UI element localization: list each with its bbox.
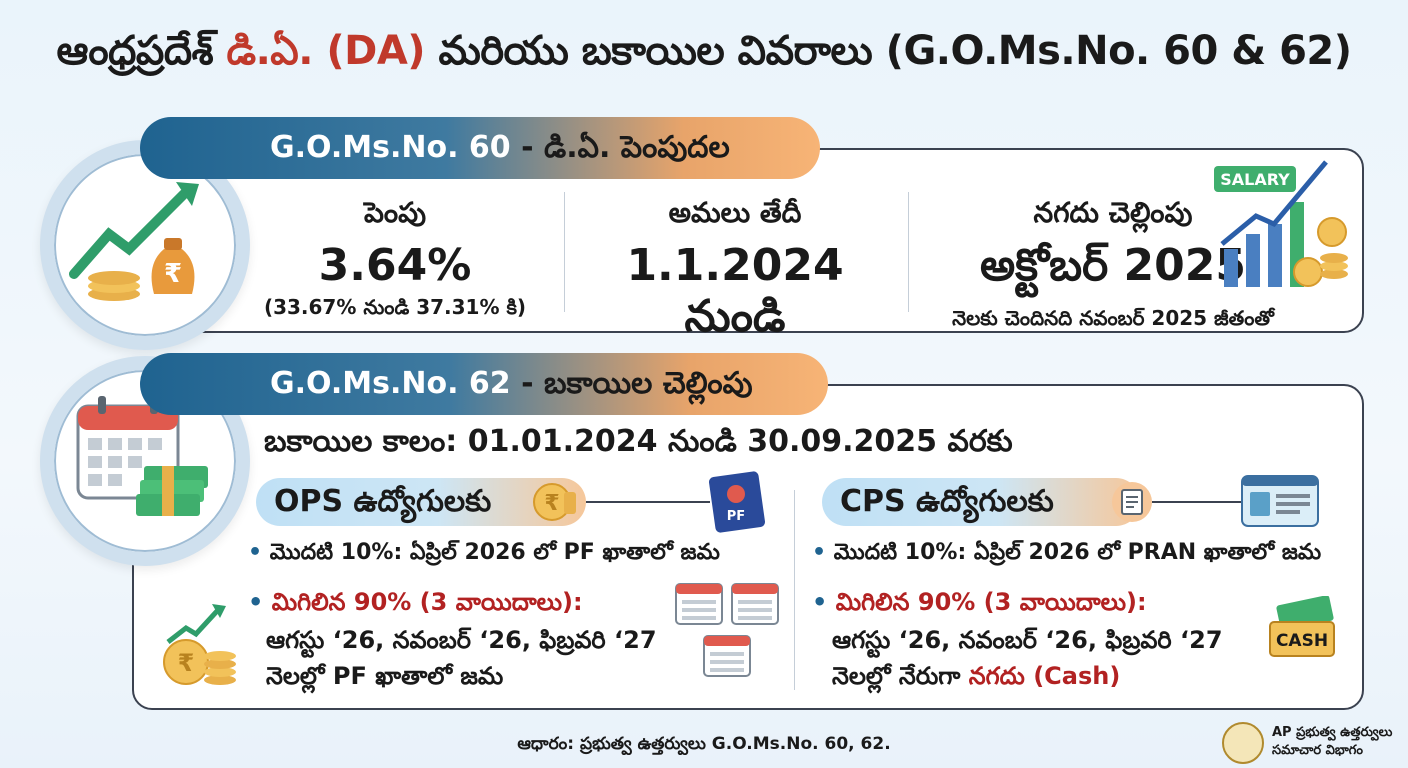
cps-rest-bullet: • మిగిలిన 90% (3 వాయిదాలు): — [812, 588, 1147, 622]
title-da: డి.ఏ. (DA) — [226, 28, 426, 74]
ops-pill: OPS ఉద్యోగులకు — [256, 478, 586, 526]
ops-final: నెలల్లో PF ఖాతాలో జమ — [266, 662, 504, 690]
svg-text:₹: ₹ — [164, 259, 182, 289]
hike-column: పెంపు 3.64% (33.67% నుండి 37.31% కి) — [250, 196, 540, 324]
title-part1: ఆంధ్రప్రదేశ్ — [56, 28, 227, 74]
cash-label: నగదు చెల్లింపు — [1033, 196, 1193, 229]
org-line2: సమాచార విభాగం — [1272, 743, 1363, 758]
footer-source: ఆధారం: ప్రభుత్వ ఉత్తర్వులు G.O.Ms.No. 60… — [517, 734, 891, 754]
cps-final-red: నగదు (Cash) — [968, 662, 1121, 690]
divider — [564, 192, 565, 312]
go60-sep: - — [510, 130, 545, 165]
hike-label: పెంపు — [363, 196, 427, 229]
footer-org: AP ప్రభుత్వ ఉత్తర్వులు సమాచార విభాగం — [1272, 724, 1392, 760]
cash-column: నగదు చెల్లింపు అక్టోబర్ 2025 నెలకు చెంది… — [918, 196, 1308, 335]
bullet-dot: • — [812, 540, 827, 565]
svg-text:₹: ₹ — [544, 491, 559, 516]
go62-title: బకాయిల చెల్లింపు — [544, 366, 753, 401]
bullet-dot: • — [248, 540, 263, 565]
go62-code: G.O.Ms.No. 62 — [270, 366, 511, 401]
cps-final-prefix: నెలల్లో నేరుగా — [832, 662, 969, 690]
connector-line — [586, 501, 710, 503]
cps-pill: CPS ఉద్యోగులకు — [822, 478, 1140, 526]
cash-icon: CASH — [1269, 596, 1335, 657]
cps-first-bullet: • మొదటి 10%: ఏప్రిల్ 2026 లో PRAN ఖాతాలో… — [812, 540, 1321, 570]
coin-growth-icon: ₹ — [163, 604, 236, 685]
cps-first-text: మొదటి 10%: ఏప్రిల్ 2026 లో PRAN ఖాతాలో జ… — [833, 540, 1322, 565]
ops-rest-bullet: • మిగిలిన 90% (3 వాయిదాలు): — [248, 588, 583, 622]
cash-tag: CASH — [1276, 631, 1328, 651]
go60-banner: G.O.Ms.No. 60 - డి.ఏ. పెంపుదల — [140, 117, 820, 179]
hike-sub: (33.67% నుండి 37.31% కి) — [263, 295, 527, 319]
connector-line — [1152, 501, 1242, 503]
id-card-icon — [1241, 475, 1319, 527]
ops-rest-text: మిగిలిన 90% (3 వాయిదాలు): — [271, 588, 583, 616]
ops-title: OPS ఉద్యోగులకు — [274, 484, 492, 519]
cps-months: ఆగస్టు ‘26, నవంబర్ ‘26, ఫిబ్రవరి ‘27 — [832, 626, 1223, 654]
svg-text:₹: ₹ — [178, 649, 195, 677]
government-seal-icon — [1222, 722, 1264, 764]
ops-months: ఆగస్టు ‘26, నవంబర్ ‘26, ఫిబ్రవరి ‘27 — [266, 626, 657, 654]
ops-first-bullet: • మొదటి 10%: ఏప్రిల్ 2026 లో PF ఖాతాలో జ… — [248, 540, 720, 570]
org-line1: AP ప్రభుత్వ ఉత్తర్వులు — [1272, 725, 1393, 740]
calendars-icon — [675, 583, 779, 677]
bullet-dot: • — [812, 588, 828, 616]
effective-value: 1.1.2024 నుండి — [626, 240, 844, 342]
salary-chart-icon: SALARY — [1214, 160, 1348, 287]
page-title: ఆంధ్రప్రదేశ్ డి.ఏ. (DA) మరియు బకాయిల వివ… — [0, 28, 1408, 84]
effective-column: అమలు తేదీ 1.1.2024 నుండి — [580, 196, 890, 353]
cps-title: CPS ఉద్యోగులకు — [840, 484, 1054, 519]
salary-tag: SALARY — [1220, 170, 1290, 189]
money-growth-icon: ₹ — [69, 182, 199, 301]
divider — [908, 192, 909, 312]
ops-first-text: మొదటి 10%: ఏప్రిల్ 2026 లో PF ఖాతాలో జమ — [269, 540, 720, 565]
bullet-dot: • — [248, 588, 264, 616]
title-part2: మరియు బకాయిల వివరాలు (G.O.Ms.No. 60 & 62… — [425, 28, 1353, 74]
receipt-icon — [1112, 482, 1152, 522]
hike-value: 3.64% — [318, 240, 472, 291]
go62-banner: G.O.Ms.No. 62 - బకాయిల చెల్లింపు — [140, 353, 828, 415]
cps-rest-text: మిగిలిన 90% (3 వాయిదాలు): — [835, 588, 1147, 616]
go60-title: డి.ఏ. పెంపుదల — [544, 130, 730, 165]
pf-tag: PF — [727, 509, 745, 524]
pf-passbook-icon: PF — [708, 471, 766, 533]
arrears-period: బకాయిల కాలం: 01.01.2024 నుండి 30.09.2025… — [264, 424, 1013, 459]
go62-sep: - — [510, 366, 545, 401]
rupee-coin-icon: ₹ — [533, 483, 576, 521]
go60-code: G.O.Ms.No. 60 — [270, 130, 511, 165]
effective-label: అమలు తేదీ — [668, 196, 802, 229]
cps-final: నెలల్లో నేరుగా నగదు (Cash) — [832, 662, 1120, 696]
column-divider — [794, 490, 795, 690]
calendar-money-icon — [76, 396, 208, 516]
cash-sub: నెలకు చెందినది నవంబర్ 2025 జీతంతో — [952, 306, 1274, 330]
cash-value: అక్టోబర్ 2025 — [979, 240, 1247, 291]
